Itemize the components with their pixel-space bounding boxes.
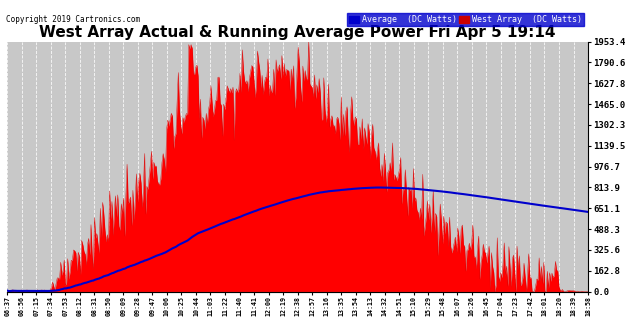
Legend: Average  (DC Watts), West Array  (DC Watts): Average (DC Watts), West Array (DC Watts… — [347, 13, 584, 27]
Text: Copyright 2019 Cartronics.com: Copyright 2019 Cartronics.com — [6, 15, 140, 24]
Title: West Array Actual & Running Average Power Fri Apr 5 19:14: West Array Actual & Running Average Powe… — [39, 26, 556, 40]
